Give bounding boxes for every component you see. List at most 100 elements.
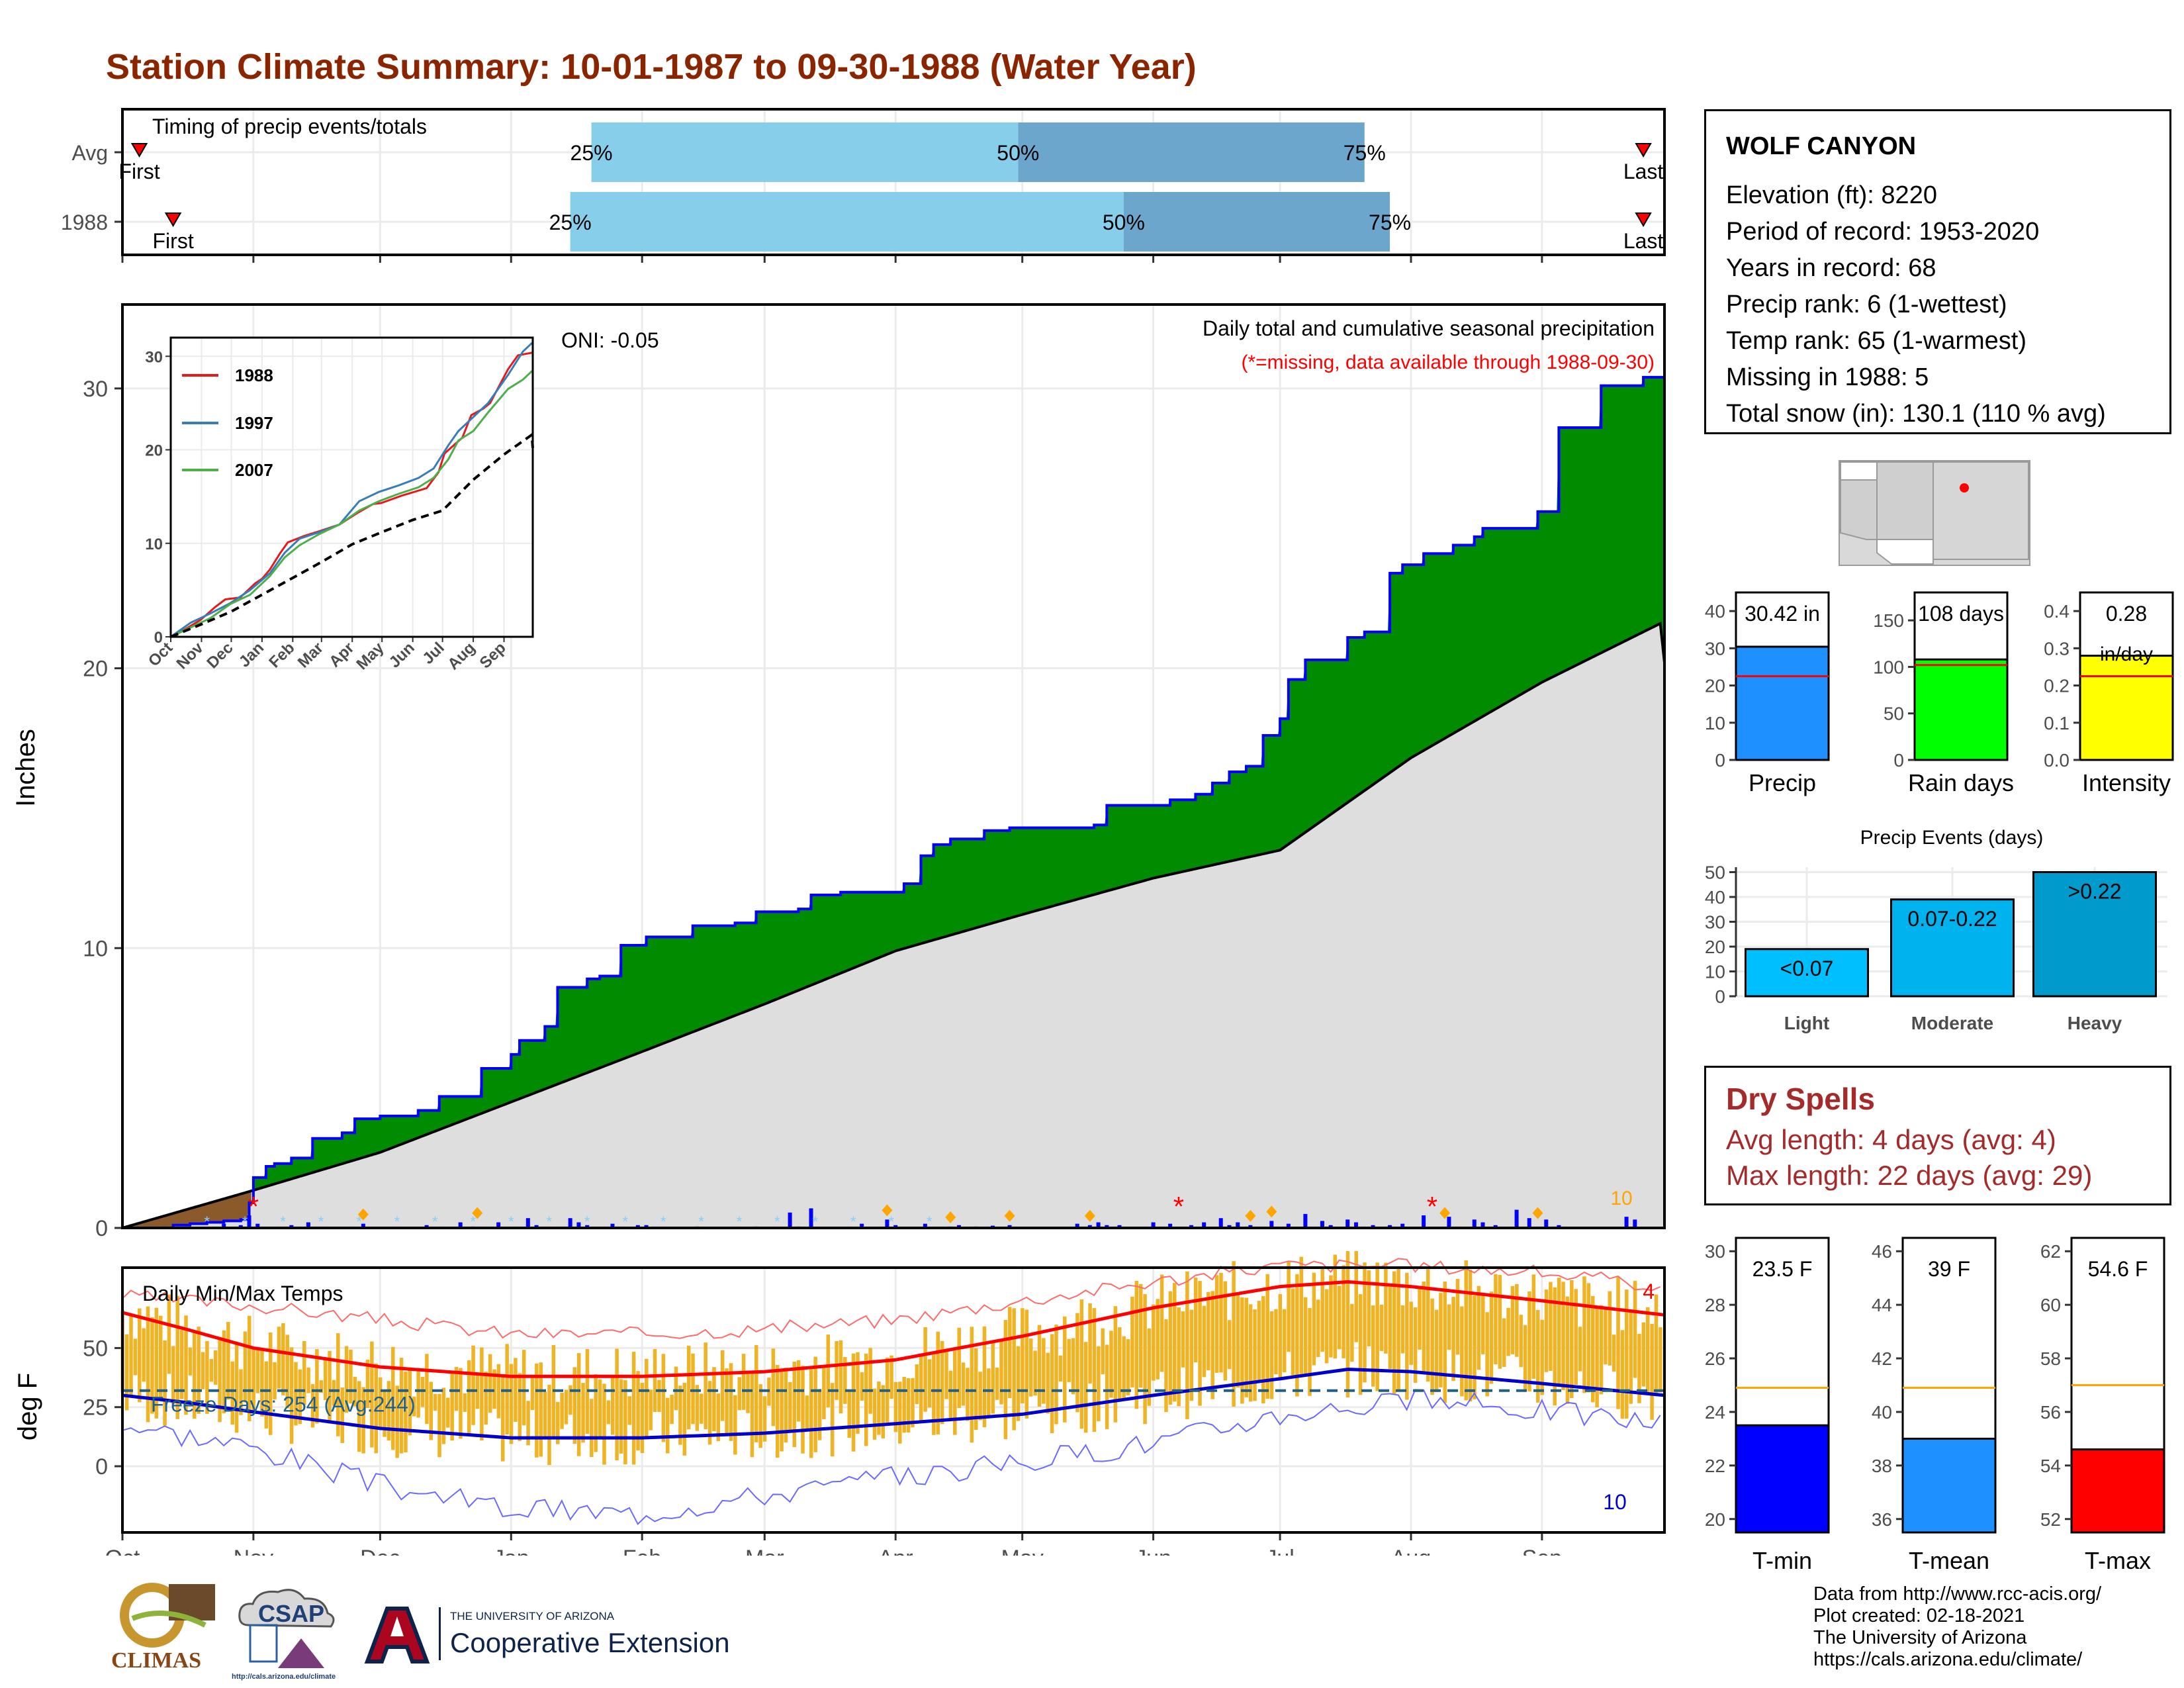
daily-temp-bar xyxy=(1269,1311,1274,1399)
daily-temp-bar xyxy=(610,1376,615,1435)
daily-precip-bar xyxy=(956,1225,961,1228)
daily-temp-bar xyxy=(1295,1274,1299,1397)
daily-temp-bar xyxy=(1147,1328,1152,1406)
snow-mark: * xyxy=(927,1213,933,1230)
daily-precip-bar xyxy=(644,1225,649,1228)
oni-label: ONI: -0.05 xyxy=(561,328,659,352)
daily-temp-bar xyxy=(1202,1305,1206,1378)
precip-events-bar-label: <0.07 xyxy=(1780,957,1834,980)
precip-events-ytick-label: 10 xyxy=(1705,962,1725,982)
precip-1988-line xyxy=(122,375,1664,1229)
daily-temp-bar xyxy=(475,1373,480,1409)
daily-temp-bar xyxy=(1193,1277,1198,1362)
daily-precip-bar xyxy=(1087,1225,1092,1228)
dry-spells-avg: Avg length: 4 days (avg: 4) xyxy=(1726,1124,2056,1155)
daily-temp-bar xyxy=(488,1354,492,1413)
daily-precip-bar xyxy=(1514,1209,1519,1228)
temp-avg-min-line xyxy=(122,1368,1665,1440)
daily-temp-bar xyxy=(1152,1304,1156,1381)
daily-temp-bar xyxy=(1253,1309,1257,1401)
daily-precip-bar xyxy=(1269,1221,1274,1228)
daily-temp-bar xyxy=(1540,1319,1544,1395)
summary-ytick-label: 22 xyxy=(1705,1456,1725,1476)
page-title: Station Climate Summary: 10-01-1987 to 0… xyxy=(106,47,1197,87)
daily-temp-bar xyxy=(1337,1286,1342,1350)
daily-precip-bar xyxy=(1371,1225,1375,1228)
daily-temp-bar xyxy=(463,1393,467,1412)
cold-count: 10 xyxy=(1603,1490,1627,1514)
daily-temp-bar xyxy=(543,1391,547,1436)
daily-precip-bar xyxy=(1544,1219,1549,1228)
snow-mark: * xyxy=(660,1213,666,1230)
daily-temp-bar xyxy=(564,1389,569,1425)
daily-temp-bar xyxy=(1287,1262,1291,1352)
hot-count: 4 xyxy=(1643,1280,1655,1303)
daily-temp-bar xyxy=(860,1372,864,1401)
precip-event-marker xyxy=(357,1208,369,1221)
daily-temp-bar xyxy=(1024,1309,1029,1419)
daily-temp-bar xyxy=(911,1378,915,1428)
summary-ytick-label: 36 xyxy=(1872,1509,1892,1530)
daily-temp-bar xyxy=(771,1348,776,1427)
summary-value-Precip: 30.42 in xyxy=(1745,602,1820,626)
daily-temp-bar xyxy=(1042,1338,1046,1404)
daily-temp-bar xyxy=(383,1391,387,1437)
daily-temp-bar xyxy=(1468,1270,1473,1402)
daily-temp-bar xyxy=(150,1317,154,1414)
temp-record-min-line xyxy=(122,1389,1661,1525)
daily-temp-bar xyxy=(1379,1304,1384,1351)
daily-temp-bar xyxy=(678,1385,682,1445)
daily-temp-bar xyxy=(1240,1297,1244,1404)
daily-temp-bar xyxy=(1451,1297,1455,1382)
daily-temp-bar xyxy=(539,1362,543,1457)
timing-first-label: First xyxy=(153,229,194,253)
daily-temp-bar xyxy=(636,1371,640,1451)
month-label: May xyxy=(1001,1546,1044,1556)
daily-precip-bar xyxy=(1493,1225,1498,1228)
inset-line-2007 xyxy=(170,369,534,638)
daily-temp-bar xyxy=(1637,1333,1641,1403)
inset-ytick-label: 20 xyxy=(145,442,163,460)
daily-temp-bar xyxy=(1413,1307,1418,1383)
daily-precip-bar xyxy=(1480,1222,1485,1228)
daily-temp-bar xyxy=(775,1365,780,1458)
summary-ytick-label: 30 xyxy=(1705,638,1725,659)
station-info-box: WOLF CANYON Elevation (ft): 8220 Period … xyxy=(1704,109,2171,434)
daily-temp-bar xyxy=(1324,1289,1329,1364)
daily-temp-bar xyxy=(391,1346,395,1450)
daily-temp-bar xyxy=(1443,1282,1447,1403)
daily-temp-bar xyxy=(707,1381,712,1445)
daily-temp-bar xyxy=(556,1401,560,1444)
missing-day-marker: * xyxy=(248,1191,259,1222)
daily-temp-bar xyxy=(323,1358,328,1401)
daily-temp-bar xyxy=(670,1394,674,1425)
daily-temp-bar xyxy=(1210,1291,1214,1399)
daily-temp-bar xyxy=(1570,1280,1574,1399)
daily-temp-bar xyxy=(404,1372,408,1453)
timing-border xyxy=(121,108,1666,256)
daily-temp-bar xyxy=(826,1335,831,1408)
snow-mark: * xyxy=(508,1213,514,1230)
daily-temp-bar xyxy=(1409,1301,1413,1365)
month-label: Apr xyxy=(878,1546,913,1556)
daily-temp-bar xyxy=(243,1331,248,1403)
daily-precip-bar xyxy=(1624,1217,1629,1228)
precip-ytick-label: 20 xyxy=(83,657,108,682)
inset-legend-label: 1988 xyxy=(235,365,273,385)
daily-precip-bar xyxy=(238,1225,243,1228)
daily-temp-bar xyxy=(1535,1309,1540,1403)
daily-temp-bar xyxy=(995,1367,999,1400)
daily-temp-bar xyxy=(1333,1254,1338,1359)
daily-temp-bar xyxy=(982,1326,987,1428)
daily-temp-bar xyxy=(893,1382,898,1432)
daily-temp-bar xyxy=(222,1330,226,1414)
daily-temp-bar xyxy=(1223,1281,1228,1381)
daily-temp-bar xyxy=(1629,1309,1633,1404)
precip-events-ytick-label: 20 xyxy=(1705,937,1725,957)
precip-events-bar-Heavy xyxy=(2032,871,2157,998)
snow-mark: * xyxy=(204,1213,210,1230)
daily-temp-bar xyxy=(569,1385,572,1415)
daily-temp-bar xyxy=(1645,1307,1650,1395)
snow-mark: * xyxy=(432,1213,438,1230)
daily-temp-bar xyxy=(1028,1338,1033,1397)
